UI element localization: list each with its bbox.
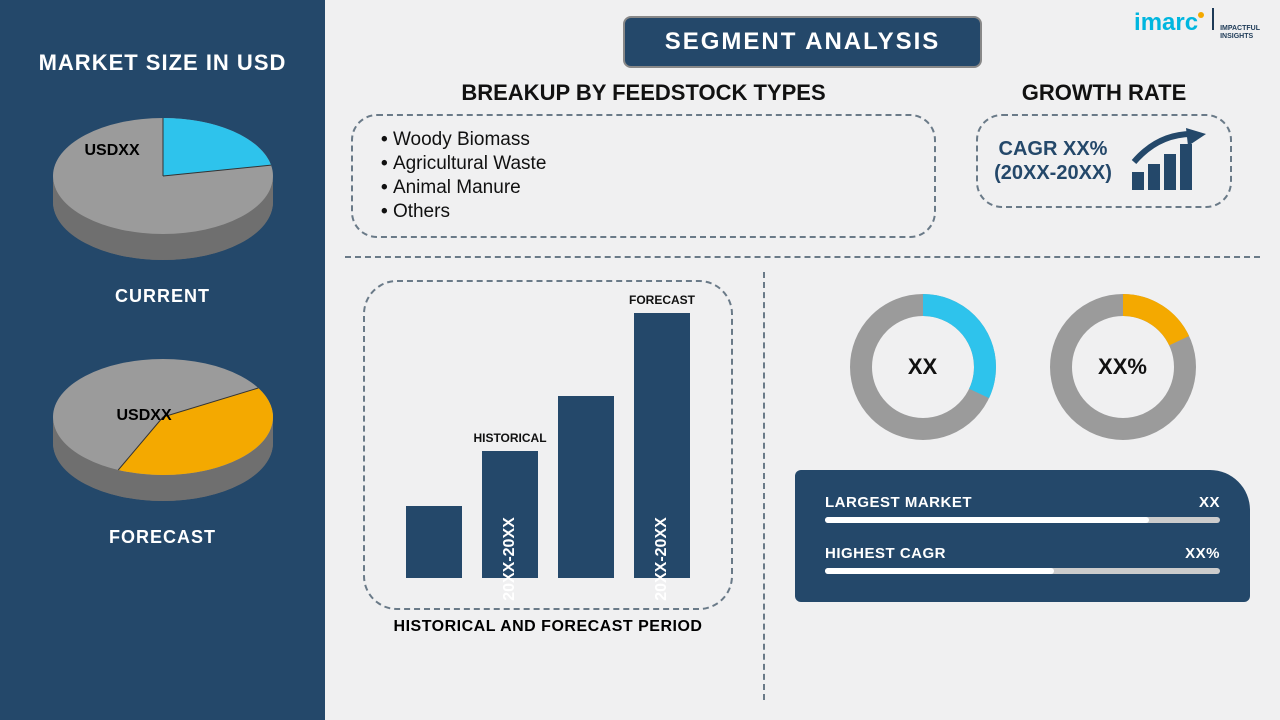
breakup-title: BREAKUP BY FEEDSTOCK TYPES (351, 80, 936, 106)
growth-section: GROWTH RATE CAGR XX% (20XX-20XX) (954, 80, 1254, 238)
historical-section: HISTORICAL20XX-20XXFORECAST20XX-20XX HIS… (345, 272, 765, 700)
page-title: SEGMENT ANALYSIS (623, 16, 983, 68)
historical-caption: HISTORICAL AND FORECAST PERIOD (394, 618, 703, 636)
bar (406, 506, 462, 578)
pie-value-label: USDXX (117, 407, 172, 425)
growth-box: CAGR XX% (20XX-20XX) (976, 114, 1232, 208)
info-label: HIGHEST CAGR (825, 545, 946, 562)
bar-period-label: 20XX-20XX (653, 517, 671, 601)
bar-period-label: 20XX-20XX (501, 517, 519, 601)
left-panel: MARKET SIZE IN USD USDXX CURRENT USDXX F… (0, 0, 325, 720)
metrics-section: XX XX% LARGEST MARKET XX HIGHEST CAGR XX… (765, 272, 1260, 700)
market-size-title: MARKET SIZE IN USD (39, 50, 287, 76)
historical-box: HISTORICAL20XX-20XXFORECAST20XX-20XX (363, 280, 733, 610)
info-bar (825, 568, 1220, 574)
bar: HISTORICAL20XX-20XX (482, 451, 538, 578)
donut-row: XX XX% (795, 292, 1250, 442)
pie-value-label: USDXX (85, 142, 140, 160)
breakup-item: Woody Biomass (381, 128, 906, 152)
growth-title: GROWTH RATE (1022, 80, 1187, 106)
logo-sub: IMPACTFUL INSIGHTS (1220, 25, 1260, 41)
logo-dot-icon (1198, 12, 1204, 18)
pie-current-label: CURRENT (115, 286, 210, 307)
donut-center: XX (908, 354, 937, 380)
info-card: LARGEST MARKET XX HIGHEST CAGR XX% (795, 470, 1250, 602)
pie-current: USDXX (43, 96, 283, 276)
growth-text: CAGR XX% (20XX-20XX) (994, 137, 1112, 185)
bar (558, 396, 614, 578)
breakup-item: Animal Manure (381, 176, 906, 200)
bar-top-label: HISTORICAL (473, 431, 546, 445)
info-value: XX% (1185, 545, 1220, 562)
donut-largest: XX (848, 292, 998, 442)
info-value: XX (1199, 494, 1220, 511)
bar-chart: HISTORICAL20XX-20XX FORECAST20XX-20XX (405, 302, 691, 578)
bar-top-label: FORECAST (629, 293, 695, 307)
donut-center: XX% (1098, 354, 1147, 380)
pie-forecast-label: FORECAST (109, 527, 216, 548)
right-panel: imarc IMPACTFUL INSIGHTS SEGMENT ANALYSI… (325, 0, 1280, 720)
bar: FORECAST20XX-20XX (634, 313, 690, 578)
breakup-list: Woody BiomassAgricultural WasteAnimal Ma… (381, 128, 906, 224)
breakup-box: Woody BiomassAgricultural WasteAnimal Ma… (351, 114, 936, 238)
info-row: HIGHEST CAGR XX% (825, 545, 1220, 574)
logo-divider (1212, 8, 1214, 30)
breakup-section: BREAKUP BY FEEDSTOCK TYPES Woody Biomass… (351, 80, 936, 238)
logo-text: imarc (1134, 9, 1198, 37)
info-label: LARGEST MARKET (825, 494, 972, 511)
pie-forecast: USDXX (43, 337, 283, 517)
logo: imarc IMPACTFUL INSIGHTS (1134, 8, 1260, 41)
breakup-item: Others (381, 200, 906, 224)
breakup-item: Agricultural Waste (381, 152, 906, 176)
top-row: BREAKUP BY FEEDSTOCK TYPES Woody Biomass… (345, 80, 1260, 258)
bottom-row: HISTORICAL20XX-20XXFORECAST20XX-20XX HIS… (345, 258, 1260, 700)
growth-chart-icon (1128, 126, 1214, 196)
info-bar (825, 517, 1220, 523)
info-row: LARGEST MARKET XX (825, 494, 1220, 523)
donut-cagr: XX% (1048, 292, 1198, 442)
